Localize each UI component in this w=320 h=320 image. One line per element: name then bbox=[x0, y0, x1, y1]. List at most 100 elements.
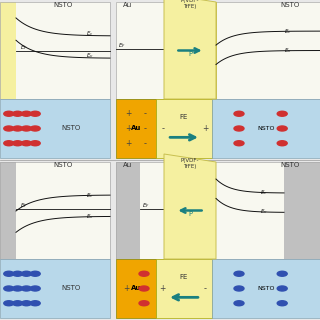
Circle shape bbox=[30, 141, 40, 146]
Bar bbox=[0, 99, 110, 158]
Circle shape bbox=[30, 301, 40, 306]
Bar bbox=[164, 2, 216, 99]
Text: $E_c$: $E_c$ bbox=[260, 188, 268, 197]
Circle shape bbox=[4, 271, 14, 276]
Circle shape bbox=[277, 141, 287, 146]
Bar bbox=[116, 162, 320, 259]
Bar bbox=[284, 162, 320, 259]
Circle shape bbox=[21, 286, 31, 291]
Bar bbox=[0, 162, 16, 259]
Text: +: + bbox=[125, 109, 131, 118]
Circle shape bbox=[4, 126, 14, 131]
Bar bbox=[16, 162, 110, 259]
Circle shape bbox=[4, 286, 14, 291]
Text: TrFE): TrFE) bbox=[183, 4, 197, 9]
Circle shape bbox=[4, 111, 14, 116]
Text: FE: FE bbox=[180, 114, 188, 120]
Circle shape bbox=[12, 111, 23, 116]
Text: P(VDF-: P(VDF- bbox=[181, 0, 199, 3]
Text: NSTO: NSTO bbox=[257, 126, 275, 131]
Text: $E_v$: $E_v$ bbox=[86, 212, 94, 221]
Text: Au: Au bbox=[131, 125, 141, 132]
Text: NSTO: NSTO bbox=[53, 162, 73, 168]
Text: Au: Au bbox=[124, 162, 132, 168]
Text: -: - bbox=[143, 124, 146, 133]
Text: P(VDF-: P(VDF- bbox=[181, 158, 199, 163]
Bar bbox=[212, 259, 320, 318]
Circle shape bbox=[30, 111, 40, 116]
Text: FE: FE bbox=[180, 274, 188, 280]
Circle shape bbox=[277, 271, 287, 276]
Text: NSTO: NSTO bbox=[62, 125, 81, 132]
Circle shape bbox=[21, 301, 31, 306]
Circle shape bbox=[139, 301, 149, 306]
Text: +: + bbox=[123, 284, 129, 293]
Circle shape bbox=[21, 271, 31, 276]
Bar bbox=[116, 259, 156, 318]
Bar bbox=[116, 162, 140, 259]
Circle shape bbox=[277, 126, 287, 131]
Bar bbox=[0, 2, 16, 99]
Bar bbox=[0, 162, 110, 259]
Polygon shape bbox=[164, 0, 216, 99]
Circle shape bbox=[21, 111, 31, 116]
Text: NSTO: NSTO bbox=[62, 285, 81, 292]
Text: +: + bbox=[160, 284, 166, 293]
Text: $E_F$: $E_F$ bbox=[142, 202, 150, 211]
Bar bbox=[16, 2, 110, 99]
Circle shape bbox=[139, 271, 149, 276]
Text: -: - bbox=[161, 124, 164, 133]
Text: NSTO: NSTO bbox=[280, 162, 300, 168]
Circle shape bbox=[4, 301, 14, 306]
Bar bbox=[116, 99, 156, 158]
Circle shape bbox=[30, 126, 40, 131]
Circle shape bbox=[21, 126, 31, 131]
Circle shape bbox=[30, 271, 40, 276]
Circle shape bbox=[21, 141, 31, 146]
Circle shape bbox=[234, 301, 244, 306]
Text: NSTO: NSTO bbox=[280, 2, 300, 8]
Text: NSTO: NSTO bbox=[257, 286, 275, 291]
Text: $E_F$: $E_F$ bbox=[118, 42, 126, 51]
Text: Au: Au bbox=[124, 2, 132, 8]
Text: -: - bbox=[143, 139, 146, 148]
Text: Au: Au bbox=[131, 285, 141, 292]
Circle shape bbox=[234, 286, 244, 291]
Text: $E_F$: $E_F$ bbox=[20, 202, 28, 211]
Text: P: P bbox=[188, 212, 192, 218]
Circle shape bbox=[12, 271, 23, 276]
Circle shape bbox=[277, 301, 287, 306]
Circle shape bbox=[12, 301, 23, 306]
Circle shape bbox=[139, 286, 149, 291]
Circle shape bbox=[12, 126, 23, 131]
Circle shape bbox=[12, 286, 23, 291]
Bar bbox=[0, 259, 110, 318]
Bar bbox=[212, 99, 320, 158]
Text: $E_v$: $E_v$ bbox=[260, 207, 268, 216]
Text: $E_v$: $E_v$ bbox=[284, 46, 292, 55]
Text: P: P bbox=[188, 52, 192, 58]
Text: +: + bbox=[125, 139, 131, 148]
Text: TrFE): TrFE) bbox=[183, 164, 197, 169]
Text: +: + bbox=[202, 124, 208, 133]
Circle shape bbox=[30, 286, 40, 291]
Circle shape bbox=[234, 271, 244, 276]
Text: -: - bbox=[204, 284, 207, 293]
Text: NSTO: NSTO bbox=[53, 2, 73, 8]
Circle shape bbox=[4, 141, 14, 146]
Bar bbox=[116, 162, 320, 259]
Text: $E_F$: $E_F$ bbox=[20, 44, 28, 52]
Text: +: + bbox=[125, 124, 131, 133]
Bar bbox=[116, 2, 320, 99]
Circle shape bbox=[12, 141, 23, 146]
Polygon shape bbox=[164, 154, 216, 259]
Circle shape bbox=[277, 111, 287, 116]
Circle shape bbox=[234, 126, 244, 131]
Text: $E_c$: $E_c$ bbox=[86, 29, 93, 38]
Text: $E_c$: $E_c$ bbox=[86, 191, 93, 200]
Circle shape bbox=[234, 111, 244, 116]
Bar bbox=[156, 259, 212, 318]
Circle shape bbox=[234, 141, 244, 146]
Text: $E_v$: $E_v$ bbox=[86, 51, 94, 60]
Text: -: - bbox=[143, 109, 146, 118]
